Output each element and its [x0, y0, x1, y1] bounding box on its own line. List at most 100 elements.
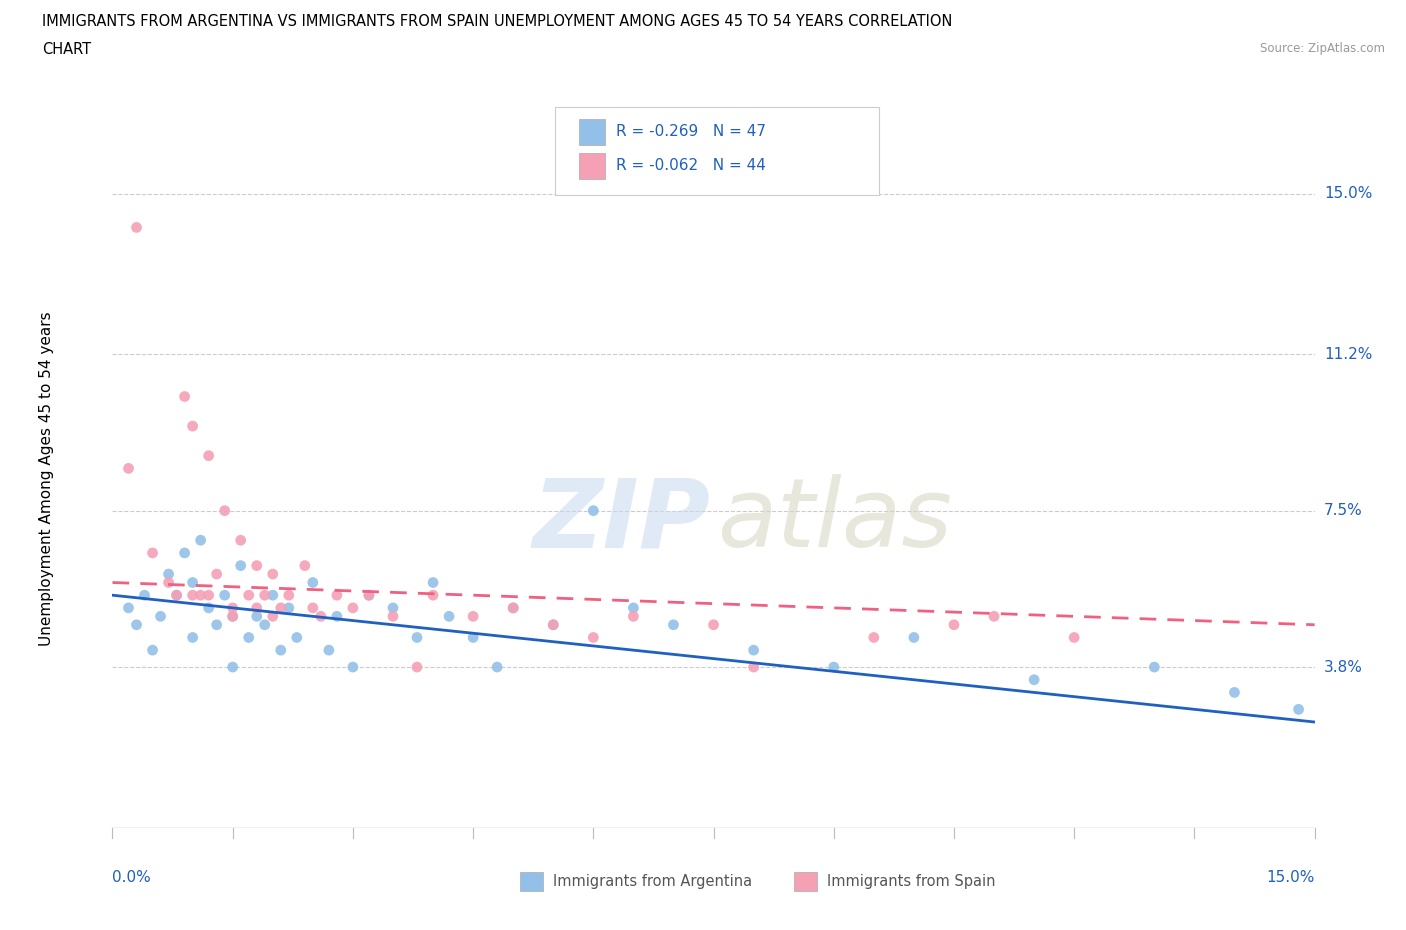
- Text: 11.2%: 11.2%: [1324, 347, 1372, 362]
- Point: [181, 588, 204, 603]
- Point: [277, 588, 299, 603]
- Point: [197, 601, 219, 616]
- Point: [134, 588, 156, 603]
- Point: [190, 588, 212, 603]
- Point: [214, 503, 236, 518]
- Point: [253, 618, 276, 632]
- Point: [141, 546, 163, 561]
- Point: [285, 630, 308, 644]
- Point: [222, 609, 245, 624]
- Point: [197, 588, 219, 603]
- Point: [246, 558, 269, 573]
- Point: [582, 630, 605, 644]
- Text: IMMIGRANTS FROM ARGENTINA VS IMMIGRANTS FROM SPAIN UNEMPLOYMENT AMONG AGES 45 TO: IMMIGRANTS FROM ARGENTINA VS IMMIGRANTS …: [42, 14, 952, 29]
- Point: [229, 533, 252, 548]
- Text: 7.5%: 7.5%: [1324, 503, 1362, 518]
- Point: [301, 601, 323, 616]
- Point: [702, 618, 725, 632]
- Point: [942, 618, 965, 632]
- Point: [1143, 659, 1166, 674]
- Point: [238, 630, 260, 644]
- Point: [125, 220, 148, 235]
- Text: 3.8%: 3.8%: [1324, 659, 1362, 674]
- Point: [117, 461, 139, 476]
- Point: [117, 601, 139, 616]
- Text: 0.0%: 0.0%: [112, 870, 152, 884]
- Point: [166, 588, 188, 603]
- Point: [342, 601, 364, 616]
- Text: R = -0.062   N = 44: R = -0.062 N = 44: [616, 158, 766, 173]
- Point: [543, 618, 565, 632]
- Point: [205, 566, 228, 581]
- Point: [197, 448, 219, 463]
- Point: [342, 659, 364, 674]
- Point: [983, 609, 1005, 624]
- Point: [381, 601, 405, 616]
- Point: [502, 601, 524, 616]
- Point: [229, 558, 252, 573]
- Point: [1288, 702, 1310, 717]
- Point: [662, 618, 685, 632]
- Point: [406, 630, 429, 644]
- Point: [461, 630, 484, 644]
- Point: [253, 588, 276, 603]
- Point: [262, 588, 284, 603]
- Point: [294, 558, 316, 573]
- Point: [862, 630, 886, 644]
- Point: [326, 588, 349, 603]
- Text: 15.0%: 15.0%: [1267, 870, 1315, 884]
- Text: CHART: CHART: [42, 42, 91, 57]
- Point: [381, 609, 405, 624]
- Point: [125, 618, 148, 632]
- Point: [262, 609, 284, 624]
- Point: [262, 566, 284, 581]
- Point: [173, 389, 195, 404]
- Point: [1063, 630, 1085, 644]
- Point: [357, 588, 380, 603]
- Point: [543, 618, 565, 632]
- Point: [141, 643, 163, 658]
- Point: [621, 609, 644, 624]
- Point: [222, 601, 245, 616]
- Point: [406, 659, 429, 674]
- Text: Source: ZipAtlas.com: Source: ZipAtlas.com: [1260, 42, 1385, 55]
- Point: [903, 630, 925, 644]
- Point: [742, 659, 765, 674]
- Text: R = -0.269   N = 47: R = -0.269 N = 47: [616, 125, 766, 140]
- Point: [1022, 672, 1045, 687]
- Point: [277, 601, 299, 616]
- Point: [502, 601, 524, 616]
- Text: Unemployment Among Ages 45 to 54 years: Unemployment Among Ages 45 to 54 years: [39, 312, 53, 646]
- Point: [181, 575, 204, 590]
- Point: [173, 546, 195, 561]
- Point: [181, 418, 204, 433]
- Text: 15.0%: 15.0%: [1324, 186, 1372, 201]
- Point: [823, 659, 845, 674]
- Point: [270, 601, 292, 616]
- Point: [301, 575, 323, 590]
- Point: [437, 609, 460, 624]
- Point: [157, 566, 180, 581]
- Point: [157, 575, 180, 590]
- Text: ZIP: ZIP: [531, 474, 710, 567]
- Point: [246, 601, 269, 616]
- Text: Immigrants from Spain: Immigrants from Spain: [827, 874, 995, 889]
- Point: [246, 609, 269, 624]
- Point: [238, 588, 260, 603]
- Text: atlas: atlas: [717, 474, 952, 567]
- Point: [149, 609, 172, 624]
- Point: [422, 575, 444, 590]
- Point: [205, 618, 228, 632]
- Point: [422, 588, 444, 603]
- Point: [166, 588, 188, 603]
- Point: [742, 643, 765, 658]
- Point: [1223, 685, 1246, 700]
- Point: [582, 503, 605, 518]
- Point: [486, 659, 509, 674]
- Point: [318, 643, 340, 658]
- Point: [357, 588, 380, 603]
- Point: [309, 609, 332, 624]
- Point: [222, 659, 245, 674]
- Point: [222, 609, 245, 624]
- Point: [461, 609, 484, 624]
